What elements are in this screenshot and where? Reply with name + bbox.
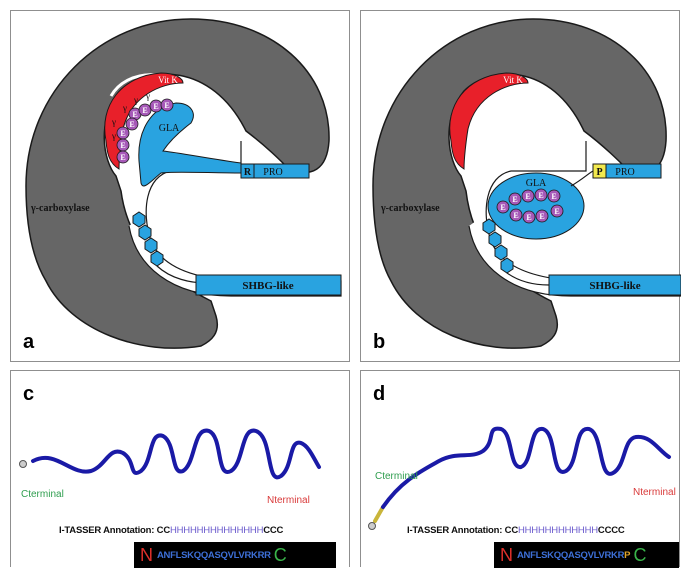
seq-p-residue: P bbox=[624, 549, 631, 561]
annotation-end: CCC bbox=[263, 525, 284, 536]
shbg-like-bar bbox=[195, 274, 342, 296]
e-label: E bbox=[554, 207, 559, 216]
e-label: E bbox=[512, 195, 517, 204]
e-label: E bbox=[525, 192, 530, 201]
e-label: E bbox=[142, 106, 147, 115]
hexagon-chain-a bbox=[132, 211, 164, 267]
propeptide-box-label: R bbox=[244, 167, 252, 178]
e-label: E bbox=[120, 153, 125, 162]
c-terminal-label: Cterminal bbox=[375, 471, 418, 482]
vitk-crescent bbox=[104, 72, 184, 170]
annotation-helix: HHHHHHHHHHHHHH bbox=[169, 525, 264, 536]
gamma-mark: γ bbox=[111, 117, 116, 127]
vitk-label: Vit K bbox=[158, 75, 178, 85]
seq-c-terminal: C bbox=[273, 544, 287, 565]
propeptide-bar bbox=[605, 163, 662, 179]
annotation-start: CC bbox=[504, 525, 519, 536]
e-residues-a bbox=[116, 98, 174, 164]
e-label: E bbox=[538, 191, 543, 200]
panel-a-diagram: E E E E E E E E γ γ γ γ γ Vit K GLA R PR… bbox=[25, 18, 342, 349]
hexagon-chain-b bbox=[482, 218, 514, 274]
e-label: E bbox=[132, 110, 137, 119]
propeptide-bar bbox=[253, 163, 310, 179]
e-label: E bbox=[526, 213, 531, 222]
gamma-mark: γ bbox=[122, 103, 127, 113]
propeptide-box-label: P bbox=[596, 167, 602, 178]
c-terminal-atom bbox=[368, 522, 376, 530]
c-terminal-label: Cterminal bbox=[21, 489, 64, 500]
panel-label-d: d bbox=[373, 383, 386, 405]
helix-ribbon-c bbox=[31, 428, 321, 480]
annotation-prefix: I-TASSER Annotation: bbox=[59, 525, 157, 536]
panel-c-helix bbox=[19, 428, 321, 480]
e-label: E bbox=[500, 203, 505, 212]
e-label: E bbox=[164, 101, 169, 110]
panel-b: Vit K GLA E E E E E E E E E P PRO bbox=[360, 10, 681, 362]
e-label: E bbox=[153, 102, 158, 111]
annotation-end: CCCC bbox=[597, 525, 625, 536]
panel-label-b: b bbox=[373, 331, 386, 353]
propeptide-label: PRO bbox=[615, 167, 634, 178]
panel-d: d Cterminal Nterminal I-TASSER Annotatio… bbox=[360, 370, 680, 568]
gamma-mark: γ bbox=[111, 131, 116, 141]
gamma-mark: γ bbox=[133, 95, 138, 105]
shbg-like-bar bbox=[548, 274, 681, 296]
panel-label-c: c bbox=[23, 383, 35, 405]
e-label: E bbox=[551, 192, 556, 201]
gla-domain bbox=[138, 102, 242, 187]
enzyme-label: γ-carboxylase bbox=[30, 203, 90, 214]
sequence-box: N ANFLSKQQASQVLVRKR P C bbox=[494, 542, 679, 568]
sequence-text: ANFLSKQQASQVLVRKR bbox=[517, 549, 625, 561]
itasser-annotation: I-TASSER Annotation: CCHHHHHHHHHHHHHHCCC bbox=[59, 525, 283, 536]
n-terminal-label: Nterminal bbox=[267, 495, 310, 506]
annotation-start: CC bbox=[156, 525, 171, 536]
e-label: E bbox=[120, 129, 125, 138]
gla-label: GLA bbox=[526, 178, 547, 189]
c-terminal-atom bbox=[19, 460, 27, 468]
n-terminal-label: Nterminal bbox=[633, 487, 676, 498]
seq-c-terminal: C bbox=[633, 544, 647, 565]
vitk-label: Vit K bbox=[503, 75, 523, 85]
itasser-annotation: I-TASSER Annotation: CCHHHHHHHHHHHHCCCC bbox=[407, 525, 625, 536]
e-residues-b bbox=[496, 188, 564, 224]
helix-ribbon-d bbox=[381, 426, 671, 509]
panel-d-helix bbox=[368, 426, 671, 530]
annotation-prefix: I-TASSER Annotation: bbox=[407, 525, 505, 536]
panel-b-diagram: Vit K GLA E E E E E E E E E P PRO bbox=[372, 18, 681, 349]
panel-a: E E E E E E E E γ γ γ γ γ Vit K GLA R PR… bbox=[10, 10, 350, 362]
shbg-like-label: SHBG-like bbox=[242, 280, 293, 292]
gla-label: GLA bbox=[159, 123, 180, 134]
e-label: E bbox=[513, 211, 518, 220]
panel-label-a: a bbox=[23, 331, 35, 353]
panel-c: c Cterminal Nterminal I-TASSER Annotatio… bbox=[10, 370, 350, 568]
annotation-helix: HHHHHHHHHHHH bbox=[517, 525, 598, 536]
sequence-box: N ANFLSKQQASQVLVRKRR C bbox=[134, 542, 336, 568]
e-label: E bbox=[120, 141, 125, 150]
seq-n-terminal: N bbox=[500, 544, 513, 565]
propeptide-label: PRO bbox=[263, 167, 282, 178]
sequence-text: ANFLSKQQASQVLVRKRR bbox=[157, 549, 271, 561]
seq-n-terminal: N bbox=[140, 544, 153, 565]
e-label: E bbox=[129, 120, 134, 129]
tail-segment bbox=[373, 505, 385, 523]
gla-domain bbox=[487, 172, 585, 240]
e-label: E bbox=[539, 212, 544, 221]
gamma-mark: γ bbox=[145, 91, 150, 101]
enzyme-label: γ-carboxylase bbox=[380, 203, 440, 214]
shbg-like-label: SHBG-like bbox=[589, 280, 640, 292]
vitk-crescent bbox=[449, 72, 529, 170]
